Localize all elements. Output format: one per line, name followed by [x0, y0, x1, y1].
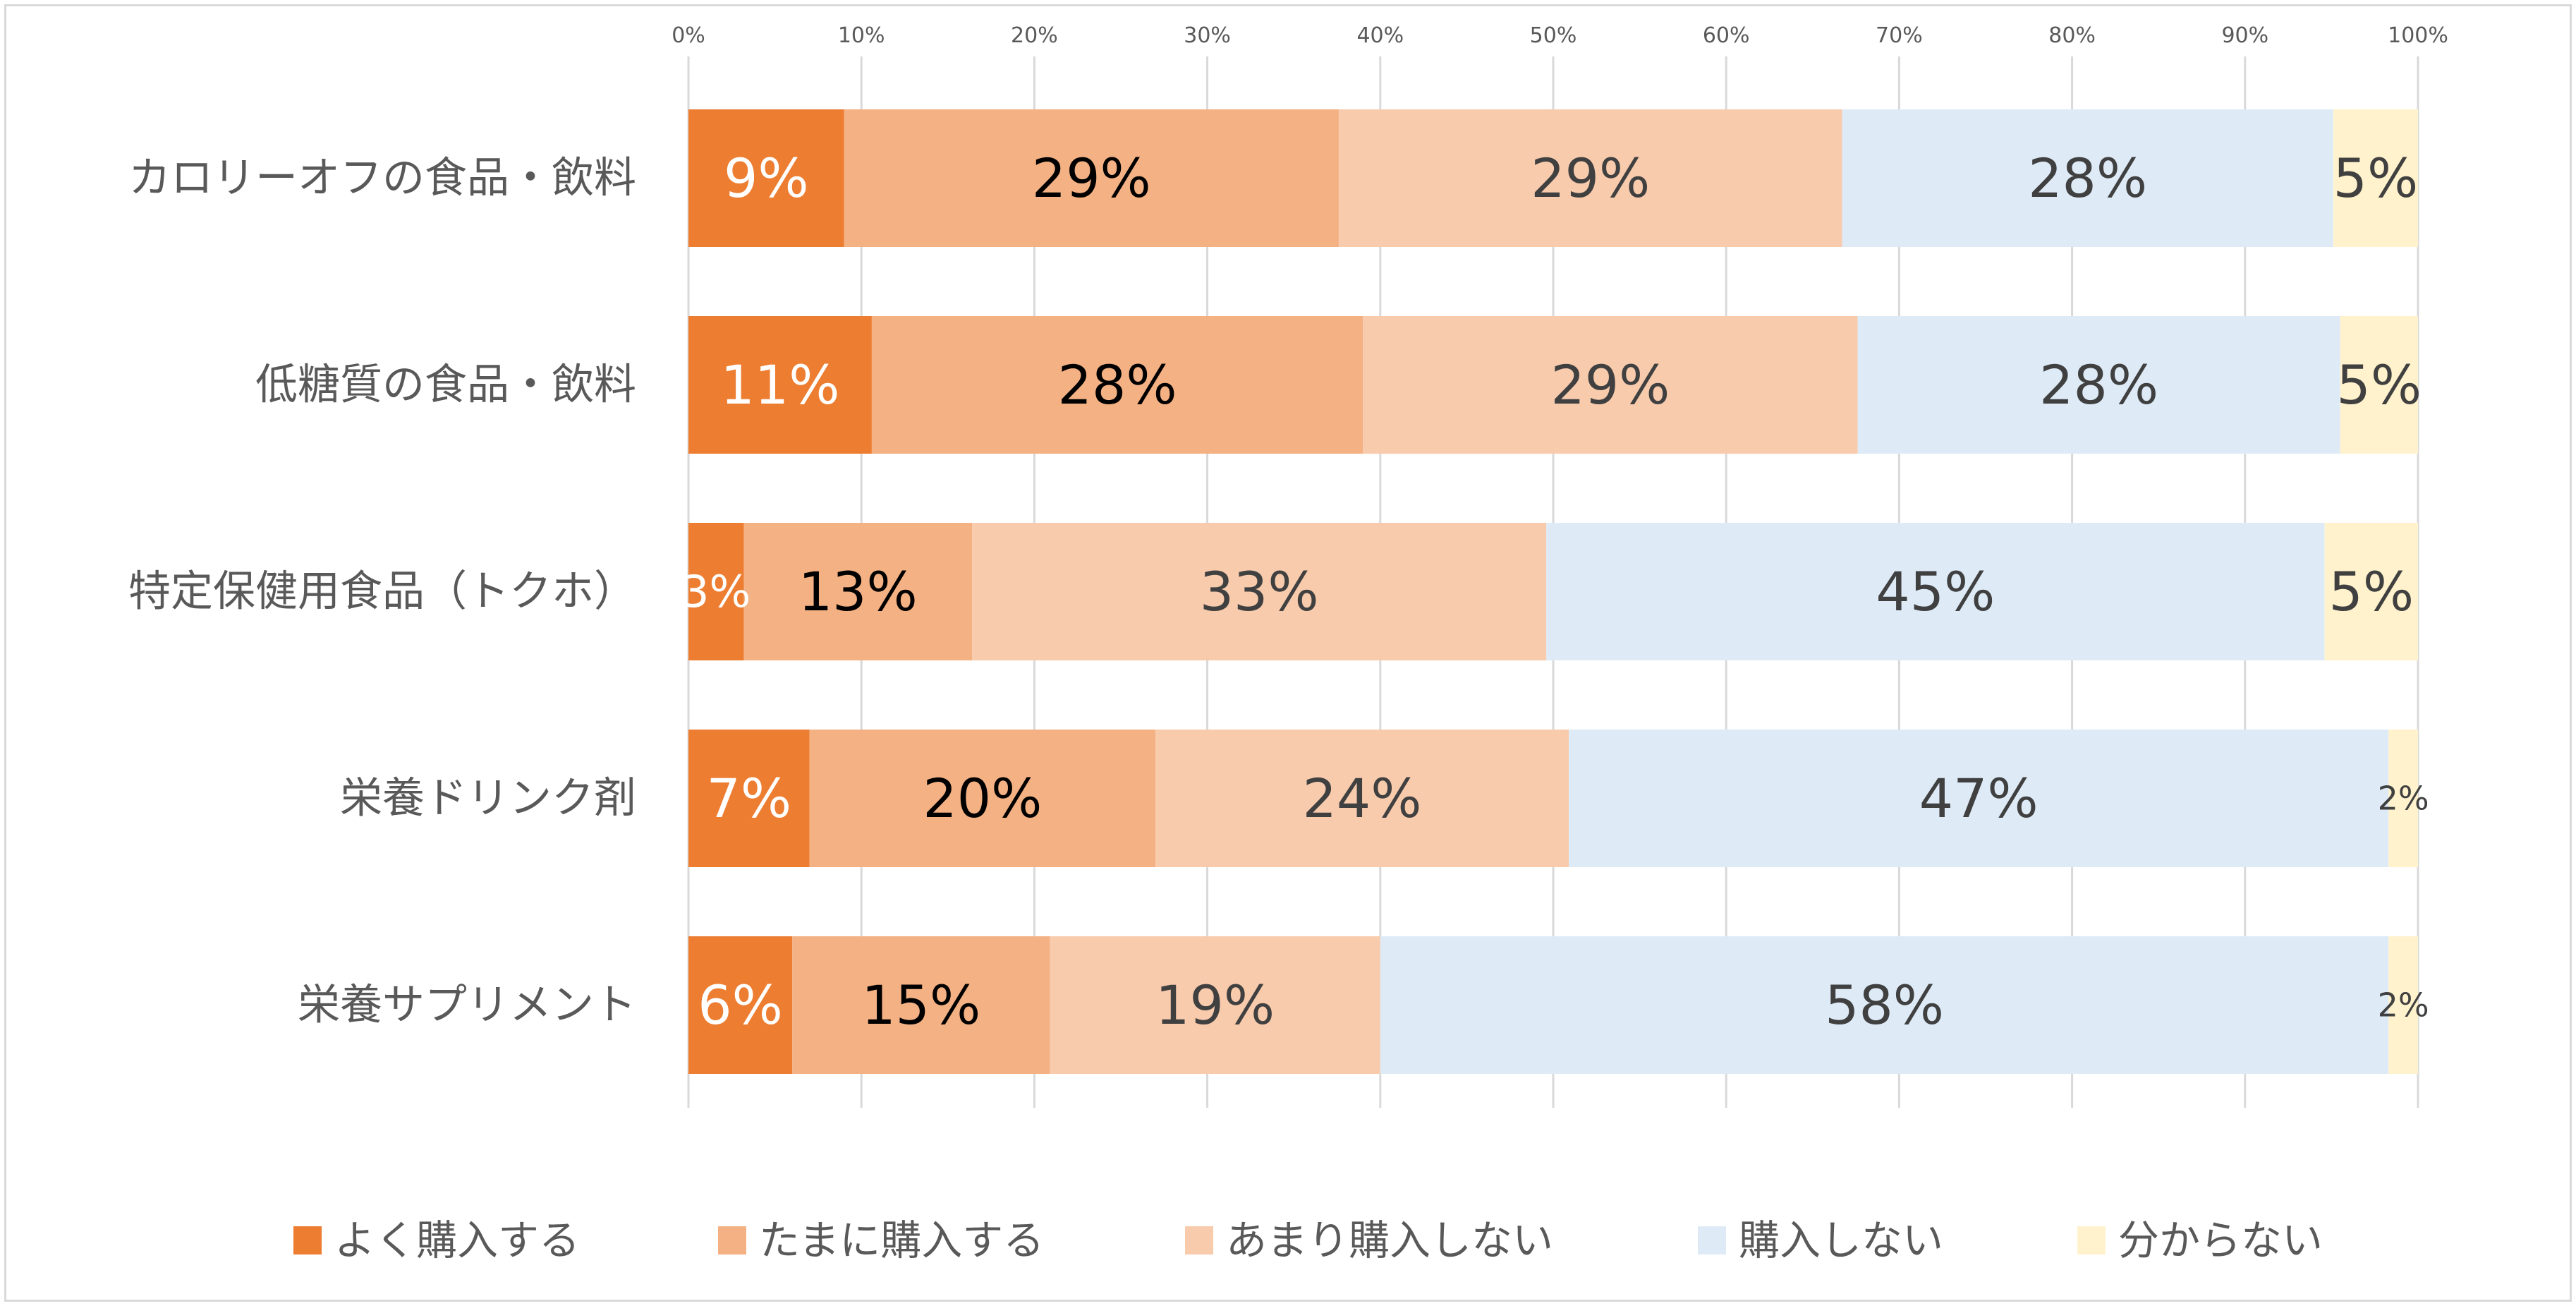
- legend-label: あまり購入しない: [1226, 1216, 1553, 1264]
- x-tick-label: 60%: [1703, 23, 1750, 48]
- data-label: 15%: [861, 974, 980, 1036]
- bar-segment: [1155, 730, 1569, 867]
- bar-segment: [2340, 316, 2418, 454]
- data-label: 29%: [1531, 147, 1650, 210]
- bar-segment: [809, 730, 1156, 867]
- bar-segment: [792, 936, 1050, 1074]
- bar-segment: [1338, 109, 1842, 247]
- bar-segment: [871, 316, 1363, 454]
- category-label: 低糖質の食品・飲料: [255, 361, 636, 410]
- bar-segment: [2388, 936, 2418, 1074]
- data-label: 9%: [724, 147, 809, 210]
- legend-label: たまに購入する: [759, 1216, 1044, 1264]
- bar-segment: [743, 523, 973, 660]
- data-label: 28%: [1058, 353, 1177, 416]
- data-label: 5%: [2329, 560, 2414, 623]
- x-tick-label: 40%: [1356, 23, 1404, 48]
- data-label: 47%: [1919, 767, 2039, 830]
- data-label: 58%: [1825, 974, 1944, 1036]
- bar-segment: [1569, 730, 2389, 867]
- bar-segment: [1050, 936, 1380, 1074]
- legend-swatch: [1185, 1226, 1213, 1254]
- legend-swatch: [1698, 1226, 1726, 1254]
- data-label: 20%: [923, 767, 1042, 830]
- x-tick-label: 100%: [2388, 23, 2448, 48]
- category-label: カロリーオフの食品・飲料: [128, 154, 636, 203]
- bar-segment: [972, 523, 1547, 660]
- bar-segment: [1842, 109, 2333, 247]
- data-label: 5%: [2333, 147, 2419, 210]
- legend-swatch: [2077, 1226, 2106, 1254]
- bar-segment: [1380, 936, 2389, 1074]
- bar-segment: [688, 523, 744, 660]
- legend-swatch: [293, 1226, 322, 1254]
- x-tick-label: 10%: [838, 23, 885, 48]
- legend-label: よく購入する: [334, 1216, 580, 1264]
- data-label: 45%: [1876, 560, 1995, 623]
- bar-segment: [844, 109, 1339, 247]
- data-label: 3%: [681, 566, 751, 617]
- data-label: 6%: [698, 974, 783, 1036]
- bar-segment: [1546, 523, 2325, 660]
- x-tick-label: 70%: [1876, 23, 1923, 48]
- x-tick-label: 80%: [2048, 23, 2096, 48]
- bar-segment: [1857, 316, 2340, 454]
- category-label: 栄養サプリメント: [298, 981, 636, 1030]
- x-tick-label: 90%: [2221, 23, 2268, 48]
- legend-swatch: [718, 1226, 746, 1254]
- bar-segment: [688, 730, 810, 867]
- legend-label: 分からない: [2118, 1216, 2323, 1264]
- data-label: 28%: [2039, 353, 2158, 416]
- data-label: 29%: [1032, 147, 1151, 210]
- data-label: 19%: [1155, 974, 1275, 1036]
- data-label: 11%: [720, 353, 839, 416]
- bar-segment: [688, 936, 793, 1074]
- data-labels: 9% 29% 29% 28% 5% 11% 28% 29% 28% 5% 3% 13% 33% 45% 5%…: [681, 147, 2429, 1036]
- data-label: 13%: [798, 560, 918, 623]
- data-label: 24%: [1303, 767, 1422, 830]
- bar-segment: [2388, 730, 2418, 867]
- category-label: 栄養ドリンク剤: [340, 774, 636, 823]
- bar-segment: [688, 316, 872, 454]
- x-tick-label: 20%: [1011, 23, 1058, 48]
- legend-label: 購入しない: [1739, 1216, 1943, 1264]
- legend: よく購入する たまに購入する あまり購入しない 購入しない 分からない: [293, 1216, 2323, 1264]
- bar-segment: [1363, 316, 1858, 454]
- data-label: 29%: [1550, 353, 1670, 416]
- data-label: 5%: [2337, 353, 2422, 416]
- category-label: 特定保健用食品（トクホ）: [128, 567, 636, 617]
- data-label: 7%: [707, 767, 792, 830]
- x-tick-label: 50%: [1530, 23, 1577, 48]
- data-label: 33%: [1200, 560, 1319, 623]
- bar-segment: [2333, 109, 2418, 247]
- bar-segment: [688, 109, 844, 247]
- bar-segment: [2324, 523, 2418, 660]
- bars: [688, 109, 2418, 1074]
- data-label: 28%: [2028, 147, 2147, 210]
- x-tick-label: 30%: [1184, 23, 1231, 48]
- x-tick-label: 0%: [672, 23, 705, 48]
- data-label: 2%: [2378, 780, 2429, 818]
- data-label: 2%: [2378, 986, 2429, 1024]
- x-axis-ticks: 0% 10% 20% 30% 40% 50% 60% 70% 80% 90% 100%: [672, 23, 2448, 48]
